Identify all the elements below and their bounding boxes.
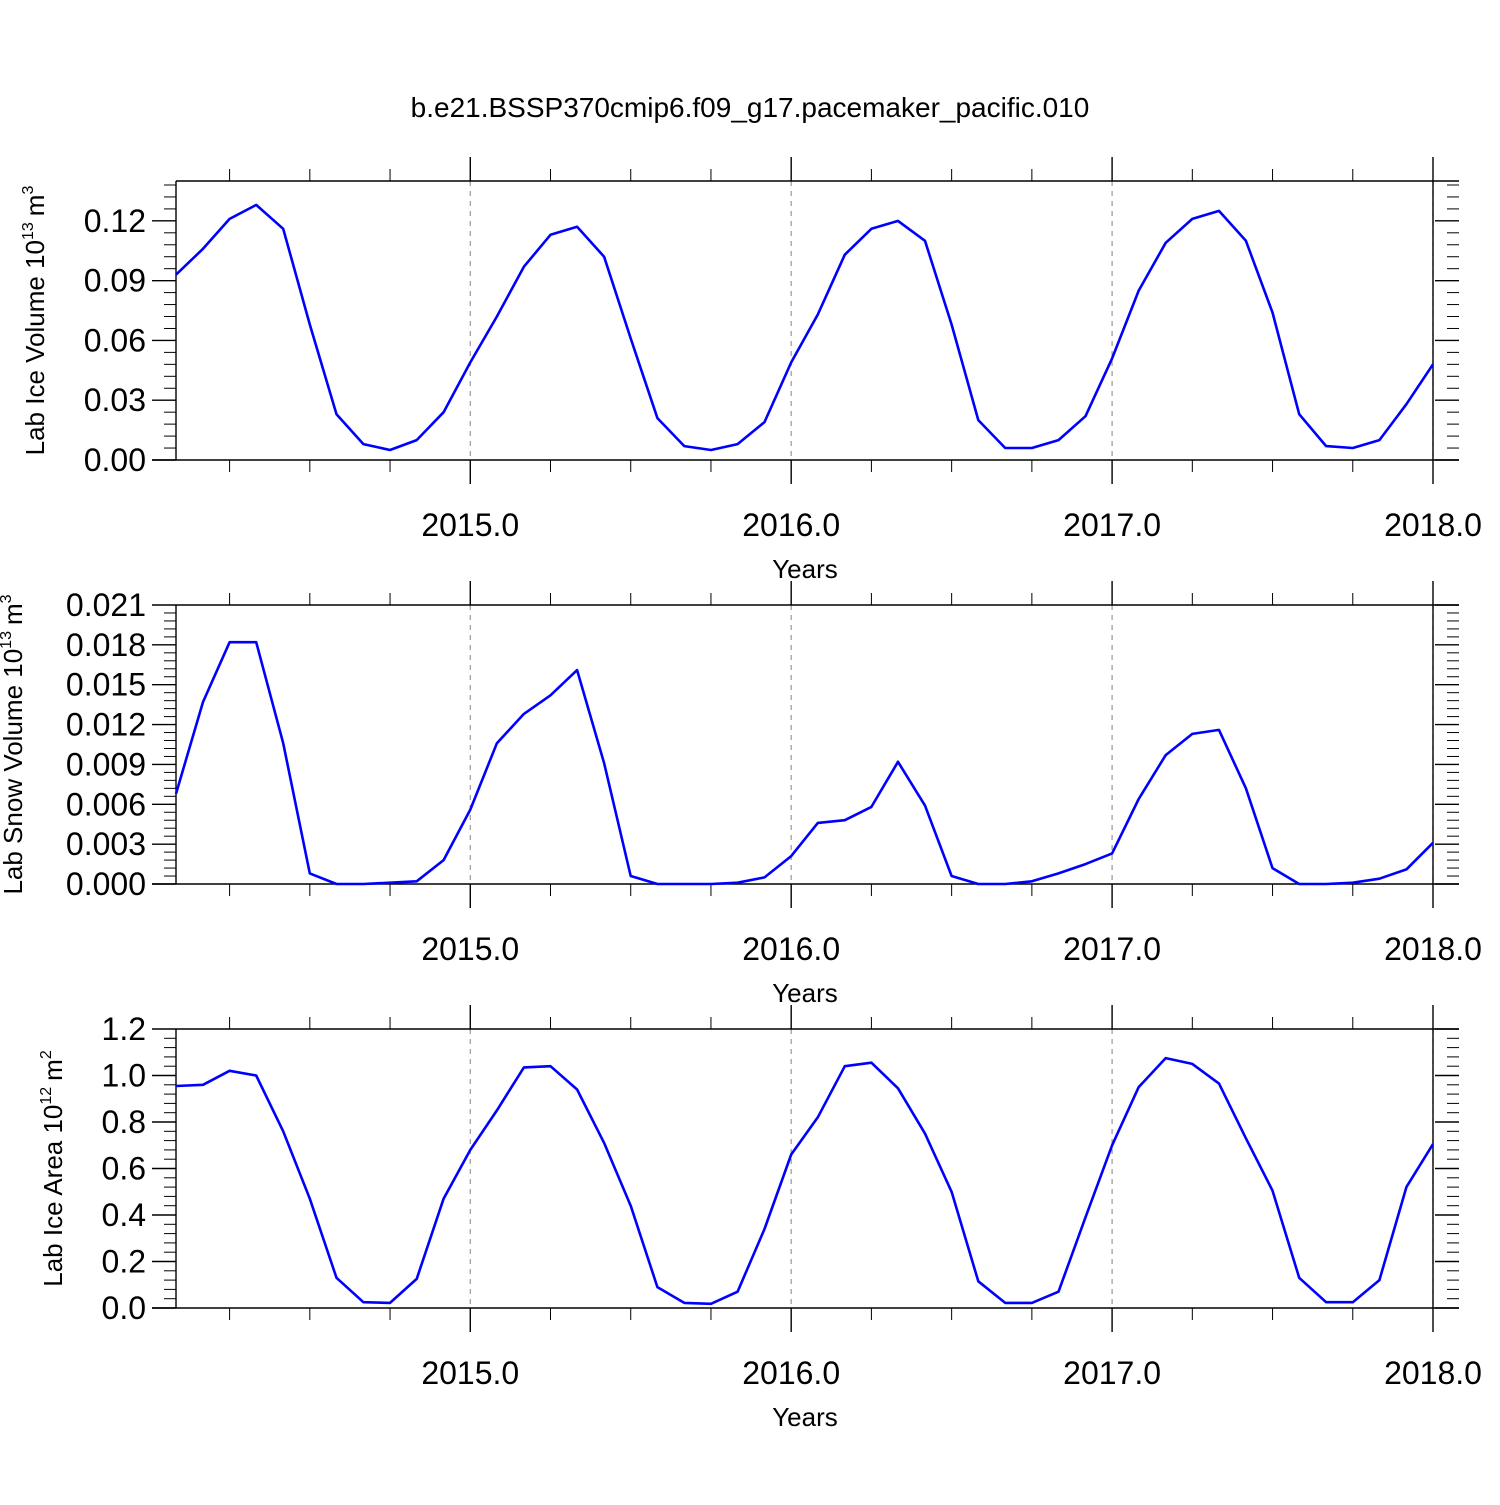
y-axis-title: Lab Ice Area 1012 m2 <box>38 1050 68 1287</box>
y-tick-label: 0.4 <box>102 1197 146 1233</box>
y-tick-label: 0.00 <box>84 442 146 478</box>
x-tick-label: 2017.0 <box>1063 507 1161 543</box>
x-tick-label: 2018.0 <box>1384 1355 1482 1391</box>
y-tick-label: 0.2 <box>102 1244 146 1280</box>
y-axis-title-unit: m <box>20 195 50 217</box>
y-tick-label: 0.003 <box>66 826 146 862</box>
y-axis-title-unit: m <box>38 1059 68 1081</box>
x-tick-label: 2016.0 <box>742 1355 840 1391</box>
y-tick-label: 1.2 <box>102 1011 146 1047</box>
x-axis-title: Years <box>772 554 838 584</box>
y-axis-title-unit-exponent: 3 <box>20 186 37 195</box>
chart-panel-1: 0.00 0.03 0.06 0.09 0.12 2015.0 2016.0 2017.0 20… <box>20 157 1482 584</box>
y-tick-label: 0.015 <box>66 667 146 703</box>
y-axis-title: Lab Ice Volume 1013 m3 <box>20 186 50 456</box>
y-tick-label: 0.000 <box>66 866 146 902</box>
y-axis-title-main: Lab Ice Volume 10 <box>20 240 50 455</box>
y-tick-label: 0.12 <box>84 203 146 239</box>
series-line <box>176 1058 1433 1304</box>
x-axis-title: Years <box>772 978 838 1008</box>
y-axis-title-exponent: 13 <box>20 222 37 240</box>
y-axis-title-unit: m <box>0 603 28 625</box>
chart-panel-3: 0.0 0.2 0.4 0.6 0.8 1.0 1.2 2015.0 2016.0 2017.0 2… <box>38 1005 1482 1432</box>
y-tick-label: 0.012 <box>66 707 146 743</box>
x-tick-label: 2017.0 <box>1063 1355 1161 1391</box>
x-tick-label: 2017.0 <box>1063 931 1161 967</box>
y-axis-title-main: Lab Ice Area 10 <box>38 1105 68 1287</box>
y-tick-label: 0.6 <box>102 1151 146 1187</box>
series-line <box>176 205 1433 450</box>
y-axis-title-exponent: 13 <box>0 631 15 649</box>
y-axis-title-exponent: 12 <box>38 1087 55 1105</box>
x-tick-label: 2016.0 <box>742 931 840 967</box>
x-tick-label: 2018.0 <box>1384 931 1482 967</box>
y-tick-label: 0.009 <box>66 746 146 782</box>
x-tick-label: 2016.0 <box>742 507 840 543</box>
y-tick-label: 0.06 <box>84 322 146 358</box>
y-axis-title: Lab Snow Volume 1013 m3 <box>0 594 28 894</box>
series-line <box>176 642 1433 884</box>
figure-title: b.e21.BSSP370cmip6.f09_g17.pacemaker_pac… <box>411 92 1090 123</box>
y-tick-label: 0.006 <box>66 786 146 822</box>
y-tick-label: 0.8 <box>102 1104 146 1140</box>
x-tick-label: 2018.0 <box>1384 507 1482 543</box>
x-axis-title: Years <box>772 1402 838 1432</box>
x-tick-label: 2015.0 <box>421 507 519 543</box>
y-axis-title-unit-exponent: 3 <box>0 594 15 603</box>
x-tick-label: 2015.0 <box>421 1355 519 1391</box>
y-tick-label: 0.0 <box>102 1290 146 1326</box>
y-axis-title-main: Lab Snow Volume 10 <box>0 649 28 895</box>
y-axis-title-unit-exponent: 2 <box>38 1050 55 1059</box>
x-tick-label: 2015.0 <box>421 931 519 967</box>
y-tick-label: 0.018 <box>66 627 146 663</box>
y-tick-label: 0.021 <box>66 587 146 623</box>
y-tick-label: 1.0 <box>102 1058 146 1094</box>
y-tick-label: 0.09 <box>84 263 146 299</box>
y-tick-label: 0.03 <box>84 382 146 418</box>
